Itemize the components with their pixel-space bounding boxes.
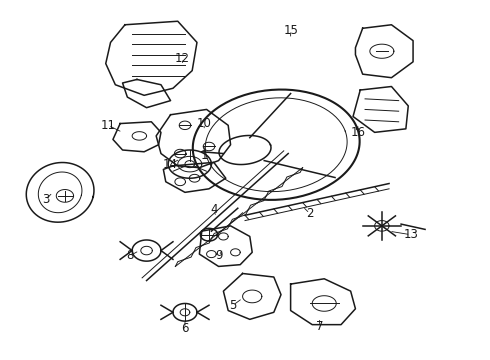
Text: 3: 3 [42, 193, 49, 206]
Text: 13: 13 [403, 228, 418, 241]
Text: 2: 2 [306, 207, 314, 220]
Text: 4: 4 [210, 203, 218, 216]
Text: 12: 12 [175, 52, 190, 65]
Text: 6: 6 [181, 322, 189, 335]
Text: 14: 14 [163, 158, 178, 171]
Text: 1: 1 [200, 149, 208, 162]
Text: 8: 8 [126, 249, 133, 262]
Text: 7: 7 [316, 320, 323, 333]
Text: 9: 9 [215, 249, 222, 262]
Text: 10: 10 [197, 117, 212, 130]
Text: 16: 16 [350, 126, 366, 139]
Text: 15: 15 [283, 23, 298, 37]
Text: 11: 11 [100, 119, 116, 132]
Text: 5: 5 [229, 299, 237, 312]
